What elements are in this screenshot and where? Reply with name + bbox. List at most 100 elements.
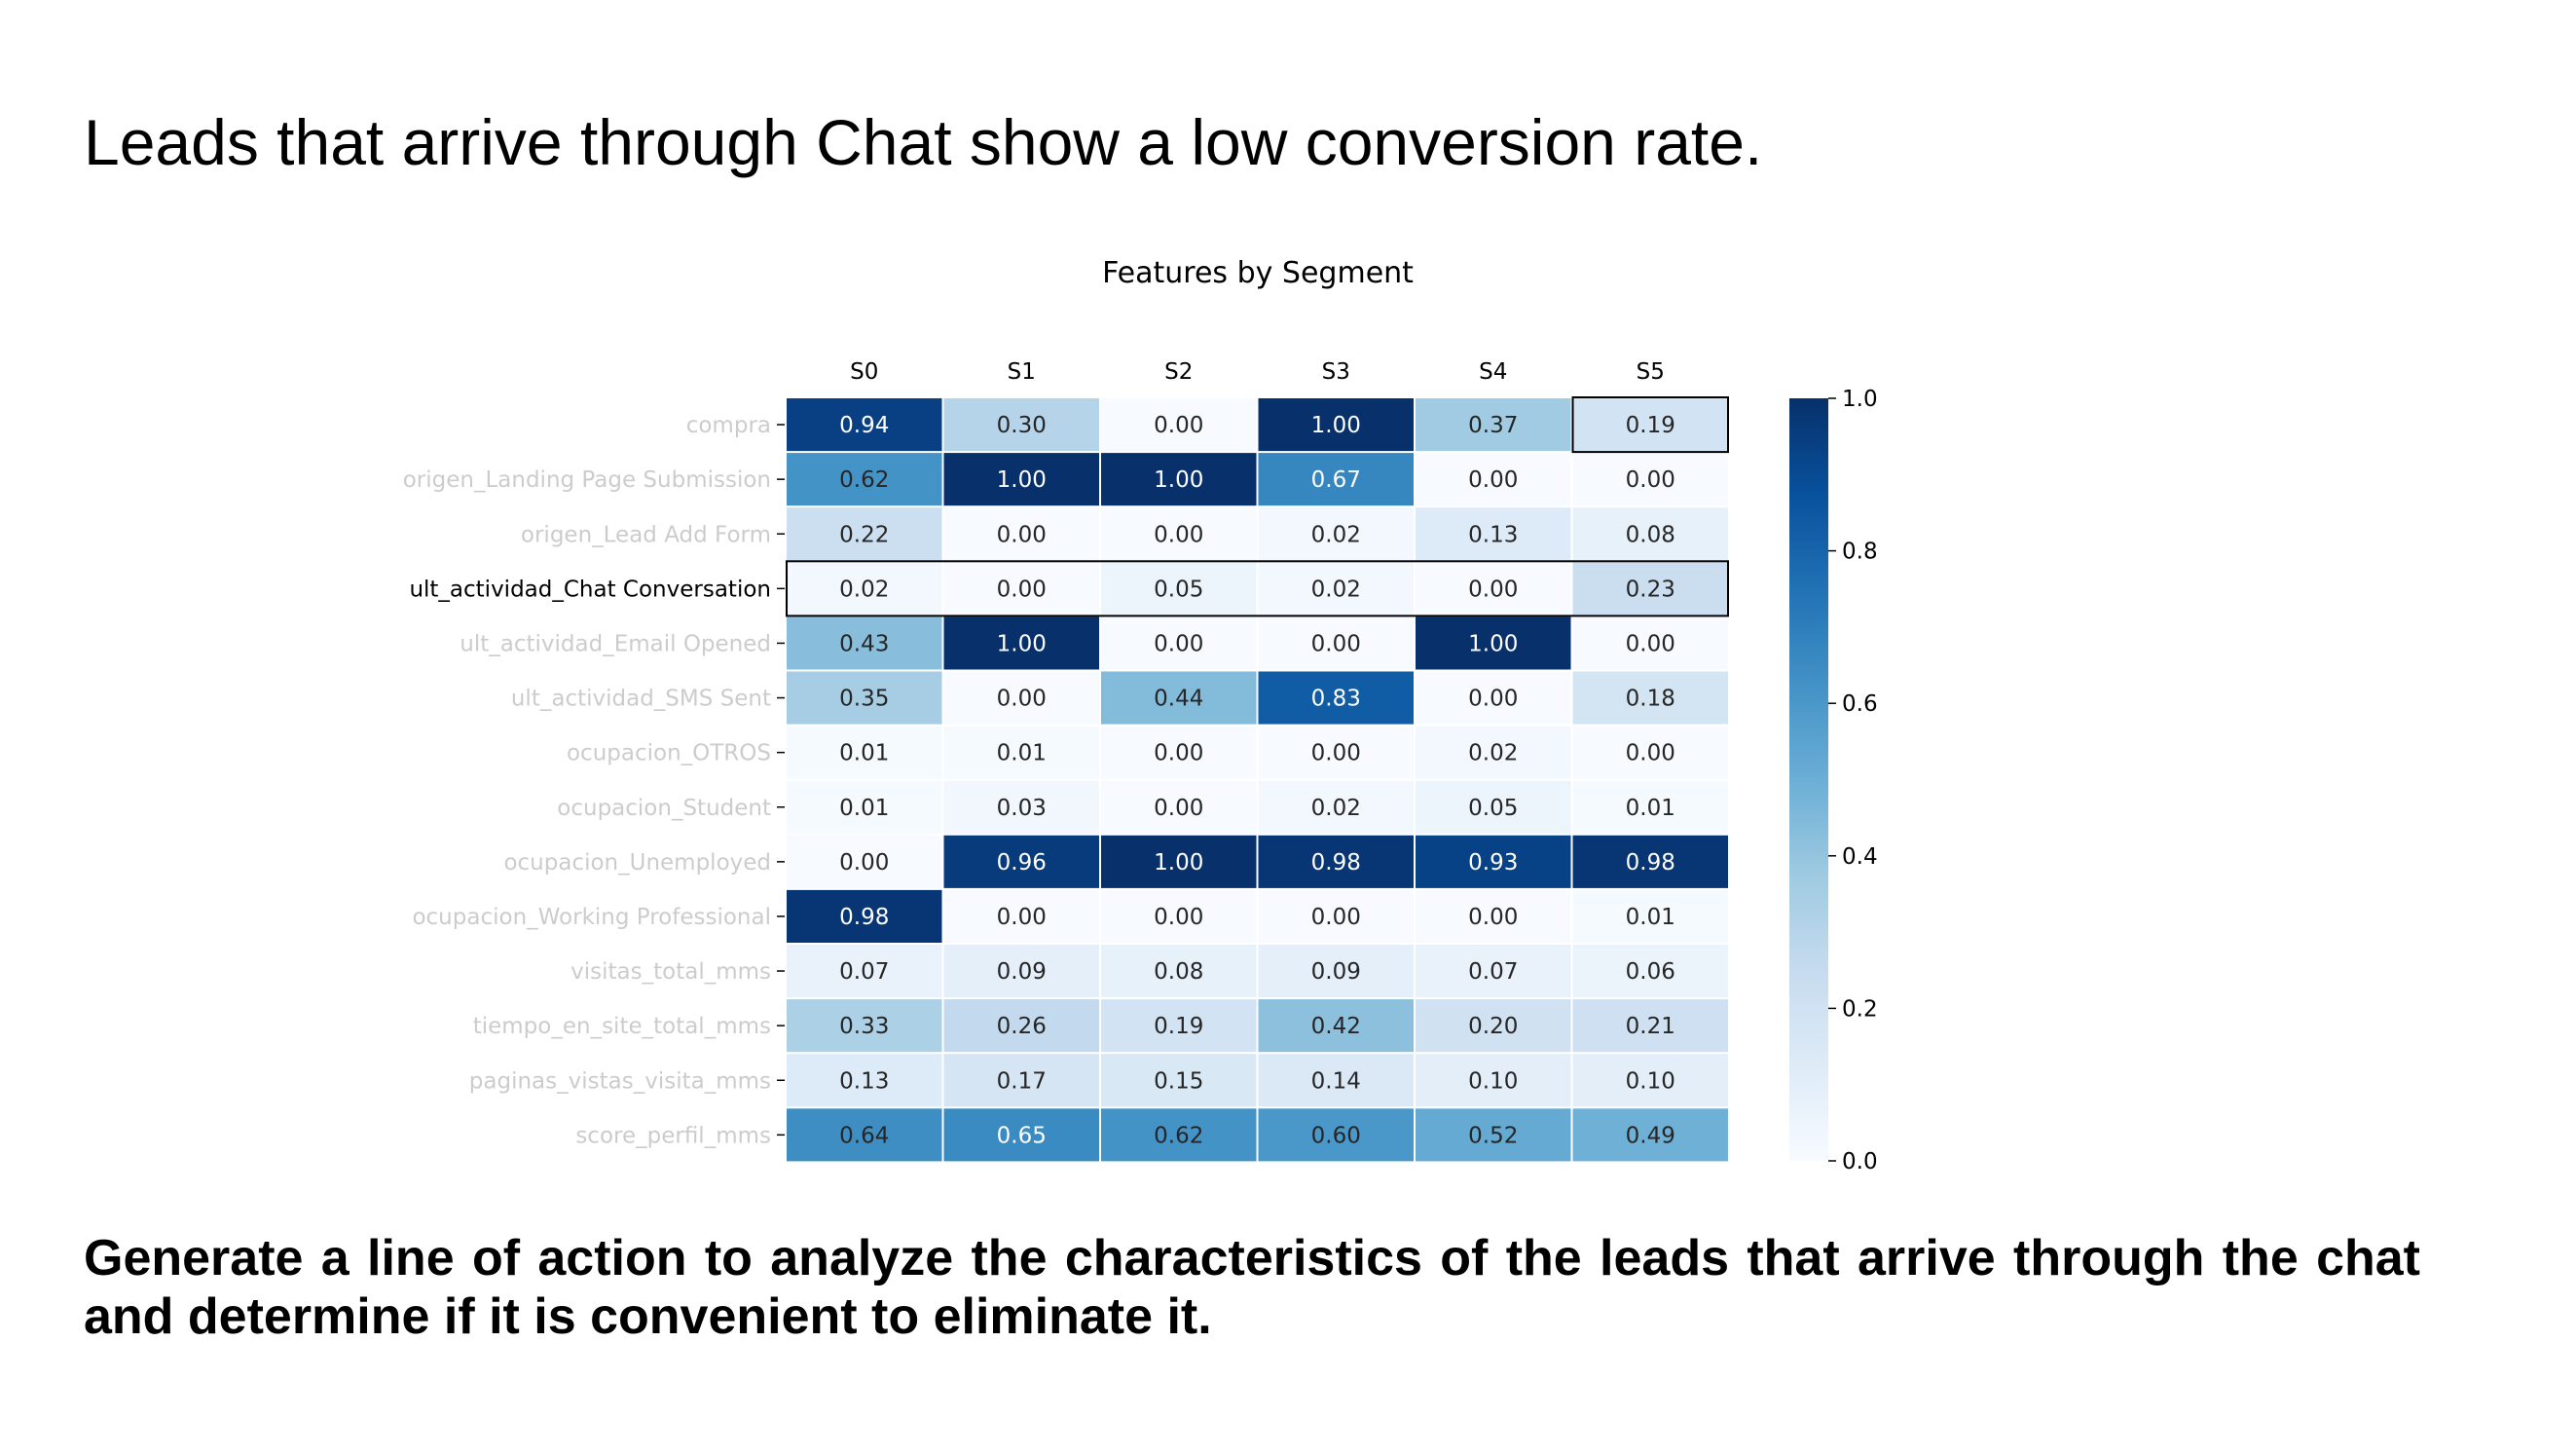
heatmap-cell [1572,1108,1728,1162]
cell-value-label: 0.00 [839,850,889,876]
cell-value-label: 0.13 [839,1068,889,1094]
column-label: S3 [1322,359,1350,385]
heatmap-cell [1572,999,1728,1053]
cell-value-label: 0.07 [839,959,889,985]
cell-value-label: 0.01 [839,796,889,821]
cell-value-label: 0.35 [839,687,889,712]
heatmap-cell [1101,999,1257,1053]
cell-value-label: 0.00 [1154,905,1203,930]
cell-value-label: 1.00 [997,631,1047,656]
cell-value-label: 0.83 [1311,687,1361,712]
heatmap-cell [1101,453,1257,506]
cell-value-label: 0.96 [997,850,1047,876]
slide-body-text: Generate a line of action to analyze the… [84,1230,2420,1345]
heatmap-cell [1572,889,1728,943]
heatmap-cell [1572,780,1728,834]
heatmap-cell [943,1108,1099,1162]
heatmap-cell [1101,1108,1257,1162]
heatmap-cell [787,507,942,561]
cell-value-label: 0.01 [1626,796,1675,821]
cell-value-label: 0.00 [1311,905,1361,930]
heatmap-cell [787,835,942,888]
cell-value-label: 0.00 [1154,522,1203,547]
heatmap-cell [1258,999,1414,1053]
column-label: S4 [1479,359,1507,385]
heatmap-cell [943,507,1099,561]
cell-value-label: 0.20 [1468,1014,1518,1039]
heatmap-cell [943,616,1099,670]
cell-value-label: 0.02 [1311,796,1361,821]
heatmap-cell [1101,726,1257,779]
cell-value-label: 0.42 [1311,1014,1361,1039]
cell-value-label: 0.00 [997,905,1047,930]
cell-value-label: 0.00 [1154,796,1203,821]
heatmap-cell [787,671,942,725]
heatmap-cell [1258,453,1414,506]
cell-value-label: 0.43 [839,631,889,656]
heatmap-cell [787,780,942,834]
heatmap-cell [1258,780,1414,834]
row-label: ocupacion_Student [557,796,771,821]
cell-value-label: 0.00 [997,577,1047,602]
heatmap-cell [943,671,1099,725]
slide-title: Leads that arrive through Chat show a lo… [84,106,1763,178]
heatmap-cell [1416,507,1571,561]
cell-value-label: 0.02 [1468,741,1518,766]
heatmap-cell [1258,1108,1414,1162]
heatmap-cell [1416,945,1571,998]
heatmap-cell [787,398,942,452]
cell-value-label: 0.05 [1154,577,1203,602]
heatmap-cell [787,945,942,998]
heatmap-cell [1258,1054,1414,1107]
heatmap-cell [1101,945,1257,998]
cell-value-label: 0.98 [1626,850,1675,876]
cell-value-label: 0.17 [997,1068,1047,1094]
heatmap-cell [1416,453,1571,506]
row-label: ocupacion_Working Professional [412,905,771,930]
highlight-cell-box [1571,396,1729,454]
cell-value-label: 0.08 [1154,959,1203,985]
heatmap-cell [1416,1108,1571,1162]
row-label: tiempo_en_site_total_mms [473,1014,771,1039]
column-labels: S0 S1 S2 S3 S4 S5 [850,359,1665,385]
heatmap-cell [1416,616,1571,670]
heatmap-cell [1416,671,1571,725]
cell-value-label: 0.00 [997,522,1047,547]
cell-value-label: 0.64 [839,1123,889,1148]
heatmap-cell [1572,835,1728,888]
cell-value-label: 0.00 [1626,467,1675,493]
heatmap-cell [1101,562,1257,615]
cell-value-label: 0.01 [1626,905,1675,930]
heatmap-cell [1258,945,1414,998]
cell-value-label: 0.94 [839,413,889,438]
colorbar-tick-label: 0.4 [1842,844,1878,870]
heatmap-cell [1258,398,1414,452]
cell-value-label: 0.02 [839,577,889,602]
row-label: paginas_vistas_visita_mms [469,1068,771,1094]
heatmap-cell [1258,889,1414,943]
row-label: origen_Landing Page Submission [403,467,771,493]
cell-value-label: 0.26 [997,1014,1047,1039]
column-label: S5 [1637,359,1665,385]
cell-value-label: 0.18 [1626,687,1675,712]
heatmap-cell [1416,398,1571,452]
cell-value-label: 0.60 [1311,1123,1361,1148]
highlight-boxes [786,396,1729,617]
cell-value-label: 0.07 [1468,959,1518,985]
heatmap-cells [787,398,1728,1162]
cell-value-label: 0.14 [1311,1068,1361,1094]
heatmap-cell [943,726,1099,779]
cell-value-label: 0.98 [1311,850,1361,876]
heatmap-cell [787,889,942,943]
cell-value-label: 0.22 [839,522,889,547]
heatmap-cell [1101,398,1257,452]
heatmap-cell [1101,671,1257,725]
cell-value-label: 0.30 [997,413,1047,438]
heatmap-annotations: 0.94 0.30 0.00 1.00 0.37 0.19 0.62 1.00 1.00 0.67… [839,413,1675,1148]
row-label: score_perfil_mms [575,1123,771,1148]
cell-value-label: 1.00 [1311,413,1361,438]
heatmap-cell [787,1108,942,1162]
heatmap-cell [1258,616,1414,670]
heatmap-cell [1101,507,1257,561]
